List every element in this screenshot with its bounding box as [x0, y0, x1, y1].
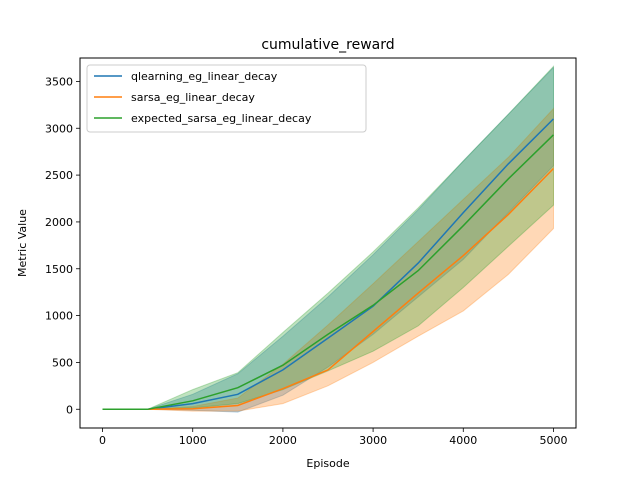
y-tick-label: 1500: [45, 263, 73, 276]
legend: qlearning_eg_linear_decay sarsa_eg_linea…: [86, 64, 367, 133]
y-tick-label: 1000: [45, 310, 73, 323]
series-lines: [102, 118, 555, 411]
x-axis-label: Episode: [306, 457, 349, 470]
y-axis-label: Metric Value: [16, 209, 29, 277]
chart-title: cumulative_reward: [261, 37, 394, 53]
legend-label-expected-sarsa: expected_sarsa_eg_linear_decay: [131, 112, 312, 125]
y-tick-label: 0: [66, 403, 73, 416]
series-band-0: [102, 66, 554, 413]
y-tick-label: 3500: [45, 75, 73, 88]
confidence-bands: [102, 65, 554, 413]
series-line-2: [102, 134, 555, 411]
y-tick-label: 500: [52, 356, 73, 369]
series-line-0: [102, 118, 555, 411]
y-tick-label: 2500: [45, 169, 73, 182]
legend-label-sarsa: sarsa_eg_linear_decay: [131, 91, 255, 104]
x-tick-label: 4000: [449, 434, 477, 447]
plot-frame: [79, 57, 577, 429]
y-tick-label: 3000: [45, 122, 73, 135]
legend-box: [86, 64, 367, 133]
legend-label-qlearning: qlearning_eg_linear_decay: [131, 70, 278, 83]
x-axis-ticks: 0 1000 2000 3000 4000 5000: [99, 428, 567, 447]
y-axis-ticks: 0 500 1000 1500 2000 2500 3000 3500: [45, 75, 80, 416]
x-tick-label: 0: [99, 434, 106, 447]
x-tick-label: 1000: [179, 434, 207, 447]
x-tick-label: 3000: [359, 434, 387, 447]
x-tick-label: 5000: [539, 434, 567, 447]
y-tick-label: 2000: [45, 216, 73, 229]
series-line-1: [102, 167, 555, 411]
x-tick-label: 2000: [269, 434, 297, 447]
